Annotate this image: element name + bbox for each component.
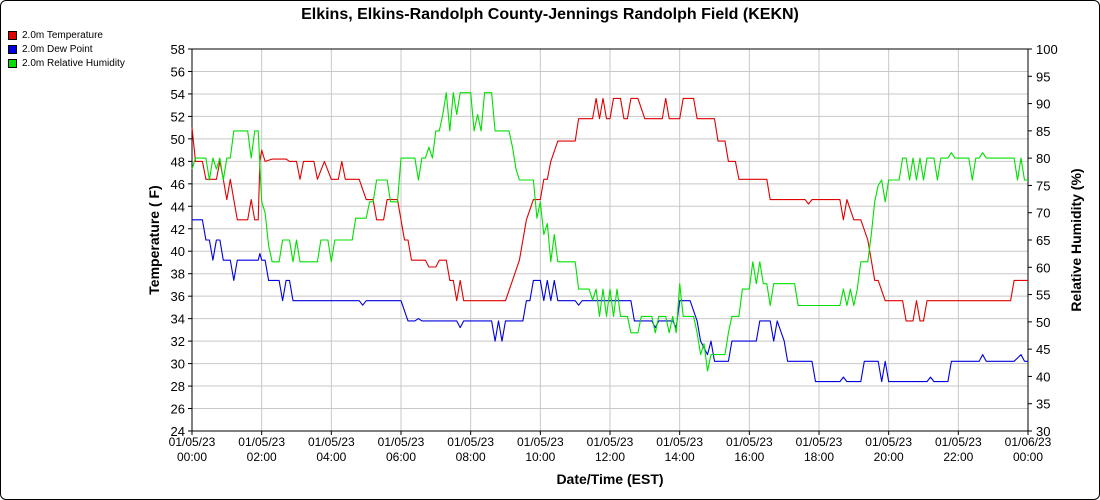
y-tick-label: 30 [171,357,185,372]
y2-tick-label: 30 [1036,424,1050,439]
y2-tick-label: 90 [1036,97,1050,112]
series-line-relative-humidity [191,92,1028,372]
legend-swatch-relative-humidity [8,58,17,68]
x-tick-date: 01/05/23 [169,435,216,449]
x-tick-date: 01/05/23 [308,435,355,449]
x-tick-time: 16:00 [734,450,764,464]
x-tick-time: 12:00 [595,450,625,464]
x-tick-time: 04:00 [316,450,346,464]
y-tick-label: 32 [171,334,185,349]
x-tick-time: 00:00 [1013,450,1043,464]
x-tick-date: 01/05/23 [865,435,912,449]
y2-tick-label: 75 [1036,178,1050,193]
x-tick-date: 01/05/23 [935,435,982,449]
tick-labels: 24 26 28 30 32 34 36 38 40 42 44 46 48 50 52 54 56 58 30 35… [169,42,1058,464]
legend-label-relative-humidity: 2.0m Relative Humidity [22,57,125,69]
axes [188,48,1032,435]
y-tick-label: 36 [171,289,185,304]
y2-tick-label: 70 [1036,206,1050,221]
x-tick-time: 06:00 [386,450,416,464]
y2-tick-label: 85 [1036,124,1050,139]
legend-item-temperature: 2.0m Temperature [8,28,125,42]
y-tick-label: 38 [171,267,185,282]
x-tick-time: 08:00 [456,450,486,464]
x-tick-time: 14:00 [665,450,695,464]
x-tick-date: 01/05/23 [238,435,285,449]
y-tick-label: 44 [171,199,185,214]
x-tick-date: 01/05/23 [447,435,494,449]
legend-swatch-dew-point [8,44,17,54]
x-tick-date: 01/05/23 [378,435,425,449]
y-tick-label: 42 [171,222,185,237]
legend-label-temperature: 2.0m Temperature [22,29,103,41]
y-tick-label: 34 [171,312,185,327]
y-tick-label: 26 [171,402,185,417]
y-tick-label: 48 [171,154,185,169]
legend-item-relative-humidity: 2.0m Relative Humidity [8,56,125,70]
y2-tick-label: 95 [1036,69,1050,84]
y-tick-label: 54 [171,87,185,102]
x-tick-date: 01/05/23 [587,435,634,449]
y2-tick-label: 40 [1036,369,1050,384]
x-tick-time: 20:00 [874,450,904,464]
x-tick-time: 00:00 [177,450,207,464]
x-tick-date: 01/05/23 [796,435,843,449]
y-tick-label: 52 [171,109,185,124]
y-tick-label: 28 [171,379,185,394]
y-tick-label: 50 [171,132,185,147]
x-tick-date: 01/05/23 [517,435,564,449]
y-tick-label: 56 [171,64,185,79]
plot-border [191,48,1029,432]
legend-swatch-temperature [8,30,17,40]
y2-tick-label: 35 [1036,397,1050,412]
legend: 2.0m Temperature 2.0m Dew Point 2.0m Rel… [8,28,125,70]
legend-label-dew-point: 2.0m Dew Point [22,43,93,55]
y-tick-label: 58 [171,42,185,57]
chart-title: Elkins, Elkins-Randolph County-Jennings … [301,6,799,23]
series-group [191,92,1028,383]
x-tick-date: 01/06/23 [1005,435,1052,449]
y2-axis-label: Relative Humidity (%) [1068,168,1084,311]
x-axis-label: Date/Time (EST) [556,471,663,487]
grid [191,48,1029,432]
x-tick-date: 01/05/23 [656,435,703,449]
x-tick-time: 10:00 [525,450,555,464]
y2-tick-label: 60 [1036,260,1050,275]
y-tick-label: 40 [171,244,185,259]
y2-tick-label: 100 [1036,42,1058,57]
series-line-dew-point [192,219,1028,383]
y2-tick-label: 45 [1036,342,1050,357]
x-tick-time: 02:00 [247,450,277,464]
x-tick-time: 18:00 [804,450,834,464]
x-tick-date: 01/05/23 [726,435,773,449]
y2-tick-label: 80 [1036,151,1050,166]
y2-tick-label: 55 [1036,288,1050,303]
y-tick-label: 24 [171,424,185,439]
y-tick-label: 46 [171,177,185,192]
series-line-temperature [191,97,1028,322]
y2-tick-label: 50 [1036,315,1050,330]
y2-tick-label: 65 [1036,233,1050,248]
x-tick-time: 22:00 [943,450,973,464]
legend-item-dew-point: 2.0m Dew Point [8,42,125,56]
y-axis-label: Temperature ( F) [146,185,162,294]
